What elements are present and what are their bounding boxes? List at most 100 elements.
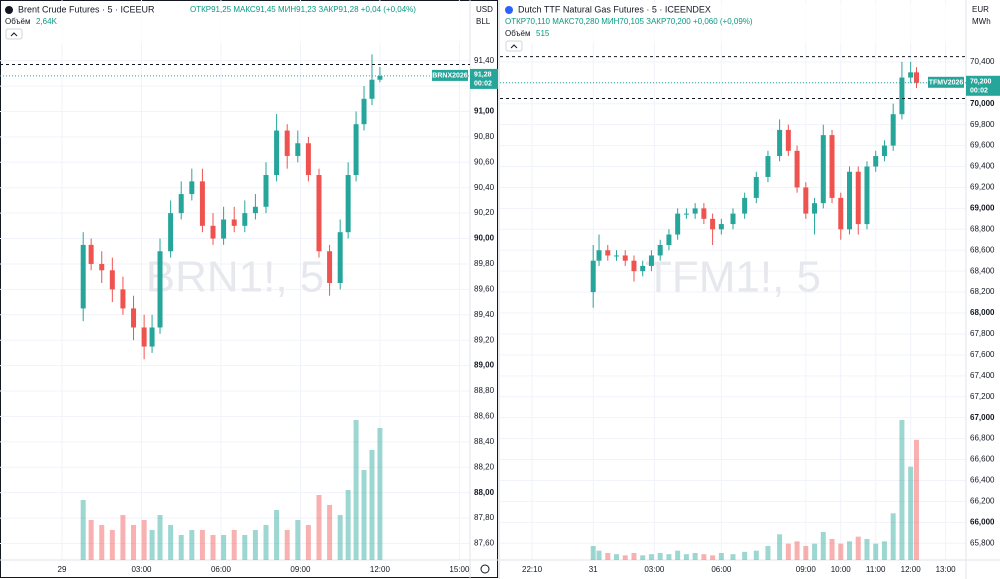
- candle-body: [683, 213, 689, 215]
- x-tick-label: 09:00: [796, 565, 817, 574]
- countdown: 00:02: [970, 88, 988, 95]
- y-tick-label: 88,80: [474, 386, 495, 395]
- x-tick-label: 11:00: [866, 565, 886, 574]
- volume-bar: [199, 530, 205, 560]
- y-tick-label: 66,400: [970, 476, 995, 485]
- candle-body: [284, 130, 290, 156]
- x-tick-label: 06:00: [211, 565, 232, 574]
- x-tick-label: 06:00: [711, 565, 732, 574]
- volume-bar: [221, 535, 227, 560]
- x-tick-label: 03:00: [131, 565, 152, 574]
- candle-body: [305, 143, 311, 176]
- volume-bar: [864, 539, 870, 560]
- volume-bar: [855, 536, 861, 560]
- ohlc-stats: ОТКР91,25 МАКС91,45 МИН91,23 ЗАКР91,28 +…: [190, 5, 416, 14]
- x-tick-label: 12:00: [901, 565, 922, 574]
- ticker-tag: BRNX2026: [432, 73, 468, 80]
- y-tick-label: 68,600: [970, 245, 995, 254]
- volume-bar: [353, 420, 359, 560]
- candle-body: [316, 175, 322, 252]
- symbol-title: Brent Crude Futures · 5 · ICEEUR: [18, 4, 155, 14]
- candle-body: [88, 244, 94, 264]
- volume-bar: [777, 534, 783, 560]
- ticker-tag: TFMV2026: [929, 80, 964, 87]
- candle-body: [337, 232, 343, 284]
- volume-bar: [361, 470, 367, 560]
- x-tick-label: 22:10: [522, 565, 543, 574]
- volume-bar: [847, 541, 852, 560]
- candle-body: [605, 250, 611, 256]
- volume-bar: [753, 550, 759, 560]
- y-tick-label: 67,000: [970, 413, 995, 422]
- x-tick-label: 12:00: [370, 565, 391, 574]
- candle-body: [210, 225, 216, 239]
- volume-bar: [263, 525, 269, 560]
- candle-body: [157, 251, 163, 328]
- candle-body: [242, 213, 248, 226]
- countdown: 00:02: [474, 81, 492, 88]
- ticker-tag-box: [432, 69, 468, 81]
- y-tick-label: 68,400: [970, 266, 995, 275]
- watermark: TFM1!, 5: [645, 253, 821, 302]
- volume-value: 2,64K: [36, 17, 58, 26]
- volume-bar: [305, 525, 311, 560]
- candle-body: [252, 206, 258, 214]
- candle-body: [803, 187, 809, 214]
- volume-bar: [157, 515, 163, 560]
- candle-body: [820, 135, 826, 204]
- volume-bar: [149, 530, 155, 560]
- volume-bar: [675, 550, 681, 560]
- candle-body: [675, 213, 681, 235]
- y-tick-label: 66,600: [970, 455, 995, 464]
- x-tick-label: 03:00: [644, 565, 665, 574]
- candle-body: [141, 327, 147, 347]
- last-price-box: [470, 68, 498, 89]
- candle-body: [777, 129, 783, 157]
- candle-body: [890, 114, 896, 146]
- collapse-button[interactable]: [5, 28, 23, 40]
- y-tick-label: 70,000: [970, 99, 995, 108]
- volume-bar: [701, 554, 707, 560]
- y-tick-label: 67,200: [970, 392, 995, 401]
- symbol-icon: [5, 6, 13, 14]
- candle-body: [231, 219, 237, 226]
- candle-body: [742, 197, 748, 214]
- candle-body: [295, 143, 301, 156]
- y-tick-label: 68,000: [970, 308, 995, 317]
- candle-body: [785, 129, 791, 151]
- x-tick-label: 09:00: [290, 565, 311, 574]
- candle-body: [168, 213, 174, 252]
- y-tick-label: 90,40: [474, 183, 495, 192]
- volume-bar: [812, 543, 818, 560]
- settings-button[interactable]: [480, 564, 490, 574]
- y-tick-label: 89,60: [474, 284, 495, 293]
- candle-body: [753, 176, 759, 198]
- candle-body: [109, 270, 115, 290]
- y-tick-label: 90,20: [474, 208, 495, 217]
- volume-bar: [881, 541, 887, 560]
- symbol-icon: [505, 6, 513, 14]
- collapse-icon: [10, 32, 18, 37]
- ticker-tag-box: [928, 76, 964, 88]
- candle-body: [657, 245, 663, 256]
- volume-bar: [710, 555, 716, 560]
- candle-body: [221, 219, 227, 239]
- candle-body: [353, 124, 359, 176]
- y-tick-label: 69,000: [970, 203, 995, 212]
- y-tick-label: 68,800: [970, 224, 995, 233]
- volume-bar: [178, 535, 184, 560]
- x-tick-label: 13:00: [936, 565, 957, 574]
- volume-bar: [683, 554, 689, 560]
- collapse-button[interactable]: [505, 40, 523, 52]
- y-tick-label: 69,600: [970, 141, 995, 150]
- candle-body: [701, 208, 707, 219]
- candle-body: [120, 289, 126, 309]
- candle-body: [899, 77, 905, 115]
- candle-body: [864, 166, 870, 225]
- candle-body: [149, 327, 155, 347]
- header-bg: [502, 3, 964, 43]
- volume-bar: [730, 554, 736, 560]
- currency: USD: [476, 5, 493, 14]
- x-tick-label: 29: [58, 565, 67, 574]
- volume-bar: [803, 546, 809, 560]
